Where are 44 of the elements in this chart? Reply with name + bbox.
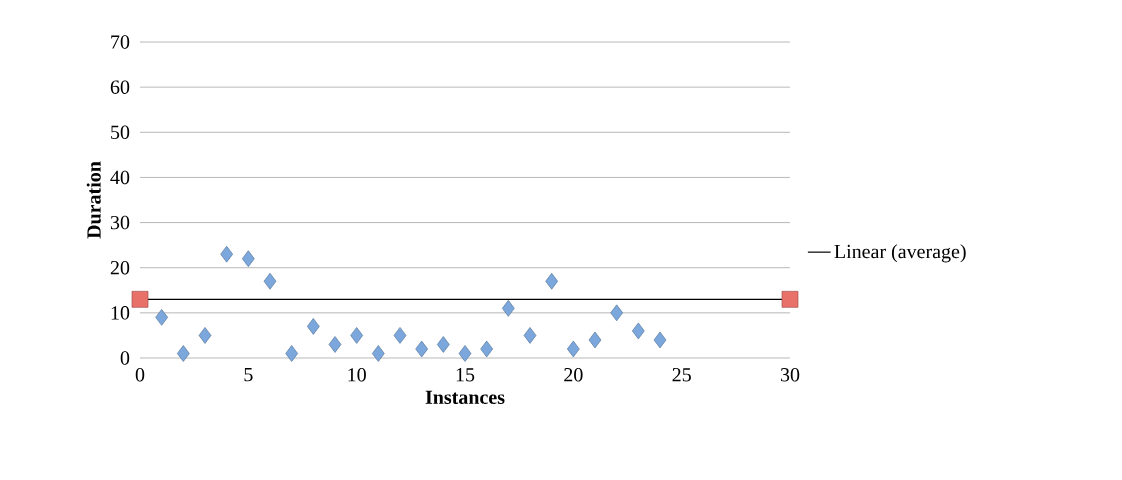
point [545,272,559,290]
point [177,345,190,362]
point [198,327,212,344]
point [372,345,385,362]
point [393,327,407,344]
y-tick-label: 20 [110,260,130,275]
y-tick-label: 10 [111,306,130,320]
x-tick-label: 30 [780,368,800,382]
x-axis-title: Instances [425,390,505,404]
y-tick-label: 30 [110,215,130,230]
point [155,309,169,326]
point [285,345,299,362]
x-tick-label: 0 [135,368,145,382]
point [328,336,342,353]
y-tick-label: 70 [111,35,130,49]
point [523,327,537,344]
point [263,272,277,290]
point [242,250,255,268]
point [653,331,667,349]
y-tick-label: 40 [110,170,130,185]
point [781,290,799,308]
point [307,318,320,335]
y-tick-label: 60 [110,80,130,94]
point [480,340,494,358]
x-tick-label: 20 [564,368,583,382]
x-tick-label: 25 [672,368,691,382]
x-tick-label: 15 [456,368,475,382]
point [567,340,580,358]
point [220,245,234,263]
point [415,340,429,358]
x-tick-label: 10 [348,368,366,382]
point [131,290,149,308]
y-tick-label: 50 [111,125,130,140]
point [610,304,624,322]
point [437,336,450,353]
y-axis-title: Duration [86,161,101,239]
point [350,327,364,344]
point [588,331,602,349]
point [458,345,472,362]
point [632,322,645,340]
legend-label: Linear (average) [834,244,966,263]
point [502,300,515,317]
x-tick-label: 5 [244,368,253,382]
y-tick-label: 0 [120,351,130,365]
